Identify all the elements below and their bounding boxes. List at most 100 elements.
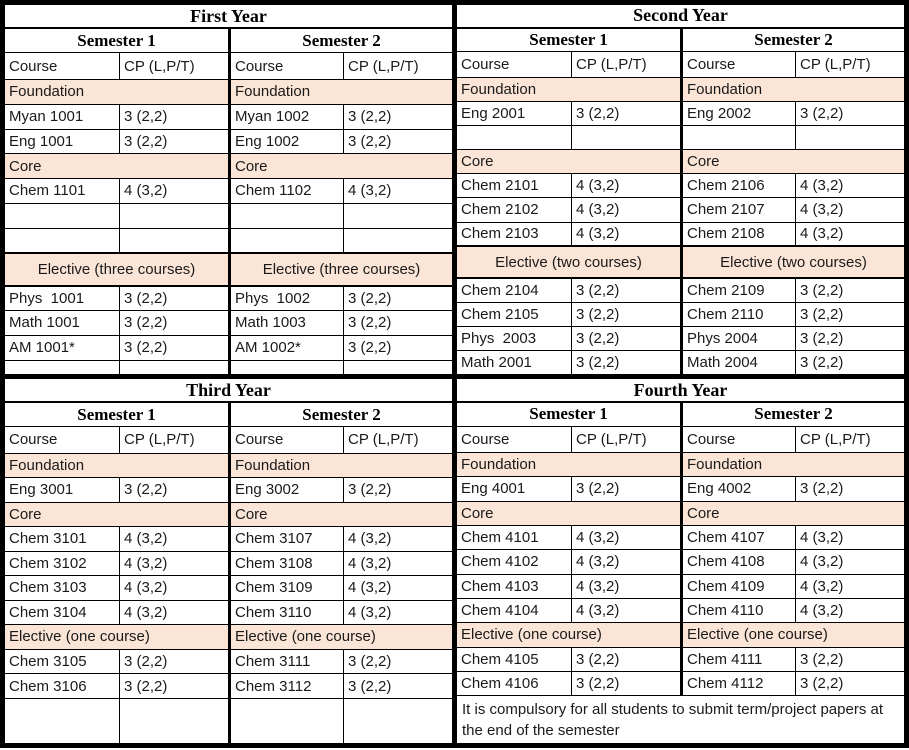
empty-cell (343, 697, 453, 744)
third-year-panel: Third Year Semester 1 Semester 2 Course … (4, 378, 453, 744)
section-label: Foundation (681, 77, 905, 103)
course-cell: Chem 1101 (4, 178, 120, 204)
column-header-course: Course (681, 51, 796, 79)
elective-label: Elective (one course) (456, 622, 683, 648)
course-cell: Math 2001 (456, 349, 572, 375)
course-cell: Phys 2003 (456, 325, 572, 351)
cp-cell: 3 (2,2) (119, 648, 231, 675)
cp-cell: 3 (2,2) (571, 277, 683, 303)
empty-cell (4, 697, 120, 744)
elective-label: Elective (two courses) (456, 245, 683, 280)
empty-cell (119, 227, 231, 254)
cp-cell: 3 (2,2) (119, 128, 231, 155)
empty-cell (4, 359, 120, 375)
elective-label: Elective (one course) (681, 622, 905, 648)
course-cell: Chem 4110 (681, 597, 796, 624)
section-label: Foundation (456, 451, 683, 478)
cp-cell: 4 (3,2) (795, 524, 905, 551)
section-label: Foundation (229, 79, 453, 105)
cp-cell: 3 (2,2) (571, 101, 683, 127)
cp-cell: 3 (2,2) (119, 103, 231, 130)
cp-cell: 4 (3,2) (119, 550, 231, 577)
course-cell: Eng 2001 (456, 101, 572, 127)
cp-cell: 3 (2,2) (795, 476, 905, 502)
empty-cell (571, 125, 683, 151)
semester-1-header: Semester 1 (456, 401, 683, 427)
cp-cell: 3 (2,2) (571, 325, 683, 351)
course-cell: Chem 3107 (229, 526, 344, 552)
cp-cell: 4 (3,2) (795, 549, 905, 575)
course-cell: Chem 3109 (229, 575, 344, 601)
course-cell: Chem 3108 (229, 550, 344, 577)
cp-cell: 4 (3,2) (795, 197, 905, 223)
course-cell: Chem 4108 (681, 549, 796, 575)
empty-cell (343, 359, 453, 375)
course-cell: Eng 1002 (229, 128, 344, 155)
semester-2-header: Semester 2 (229, 27, 453, 54)
elective-label: Elective (one course) (4, 624, 231, 650)
course-cell: Chem 4105 (456, 646, 572, 672)
course-cell: AM 1001* (4, 334, 120, 361)
section-label: Core (681, 149, 905, 175)
cp-cell: 4 (3,2) (795, 597, 905, 624)
empty-cell (229, 359, 344, 375)
course-cell: Chem 3106 (4, 673, 120, 699)
empty-cell (119, 359, 231, 375)
cp-cell: 3 (2,2) (795, 670, 905, 697)
cp-cell: 3 (2,2) (119, 477, 231, 503)
course-cell: Chem 3105 (4, 648, 120, 675)
first-year-panel: First Year Semester 1 Semester 2 Course … (4, 4, 453, 375)
elective-label: Elective (two courses) (681, 245, 905, 280)
cp-cell: 4 (3,2) (571, 197, 683, 223)
section-label: Core (681, 500, 905, 526)
section-label: Foundation (229, 452, 453, 479)
section-label: Core (456, 149, 683, 175)
section-label: Foundation (4, 452, 231, 479)
course-cell: Phys 1001 (4, 285, 120, 312)
section-label: Foundation (681, 451, 905, 478)
year-title: First Year (4, 4, 453, 30)
column-header-cp: CP (L,P/T) (795, 51, 905, 79)
column-header-course: Course (229, 426, 344, 454)
course-cell: Chem 2102 (456, 197, 572, 223)
section-label: Core (456, 500, 683, 526)
cp-cell: 3 (2,2) (795, 301, 905, 327)
course-cell: Chem 4101 (456, 524, 572, 551)
empty-cell (681, 125, 796, 151)
course-cell: Chem 3111 (229, 648, 344, 675)
empty-cell (119, 697, 231, 744)
course-cell: Chem 2106 (681, 173, 796, 199)
cp-cell: 3 (2,2) (795, 646, 905, 672)
column-header-cp: CP (L,P/T) (795, 425, 905, 454)
section-label: Foundation (4, 79, 231, 105)
section-label: Core (229, 153, 453, 180)
cp-cell: 3 (2,2) (343, 103, 453, 130)
column-header-cp: CP (L,P/T) (571, 425, 683, 454)
empty-cell (795, 125, 905, 151)
column-header-cp: CP (L,P/T) (343, 426, 453, 454)
course-cell: Myan 1002 (229, 103, 344, 130)
cp-cell: 4 (3,2) (571, 597, 683, 624)
course-cell: Chem 2108 (681, 221, 796, 247)
cp-cell: 3 (2,2) (343, 648, 453, 675)
section-label: Foundation (456, 77, 683, 103)
course-cell: Chem 3102 (4, 550, 120, 577)
cp-cell: 3 (2,2) (795, 101, 905, 127)
cp-cell: 3 (2,2) (119, 285, 231, 312)
course-cell: Chem 4102 (456, 549, 572, 575)
elective-label: Elective (one course) (229, 624, 453, 650)
course-cell: Chem 2109 (681, 277, 796, 303)
course-cell: Chem 4104 (456, 597, 572, 624)
cp-cell: 4 (3,2) (795, 221, 905, 247)
course-cell: Phys 2004 (681, 325, 796, 351)
column-header-course: Course (456, 51, 572, 79)
cp-cell: 3 (2,2) (119, 334, 231, 361)
semester-2-header: Semester 2 (681, 401, 905, 427)
course-cell: Chem 4103 (456, 573, 572, 599)
course-cell: Eng 4002 (681, 476, 796, 502)
column-header-course: Course (4, 426, 120, 454)
cp-cell: 3 (2,2) (343, 310, 453, 336)
course-cell: Math 1003 (229, 310, 344, 336)
cp-cell: 3 (2,2) (343, 673, 453, 699)
